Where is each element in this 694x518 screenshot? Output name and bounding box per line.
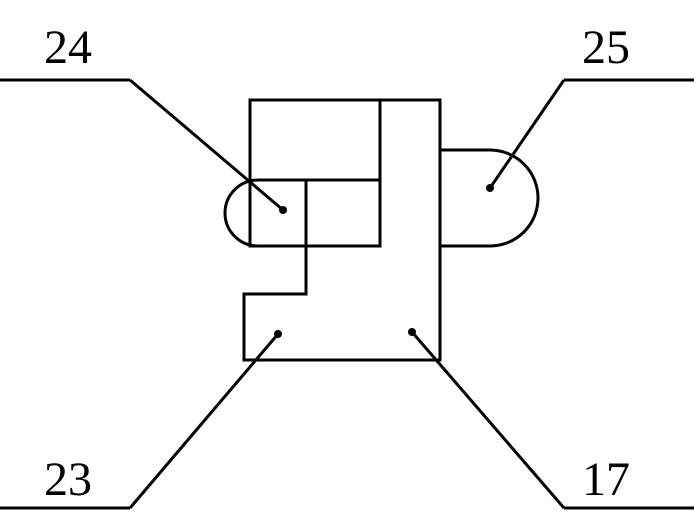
label-25: 25 [582,20,630,75]
dot-17 [408,328,416,336]
label-17: 17 [582,452,630,507]
inner-slot [225,180,306,246]
dot-25 [486,184,494,192]
dot-24 [279,206,287,214]
outer-lobe [440,150,538,246]
leader-17 [412,332,564,508]
leader-25 [490,80,564,188]
diagram-canvas [0,0,694,518]
main-shape-outline [244,100,440,360]
dot-23 [274,330,282,338]
label-24: 24 [44,20,92,75]
label-23: 23 [44,452,92,507]
